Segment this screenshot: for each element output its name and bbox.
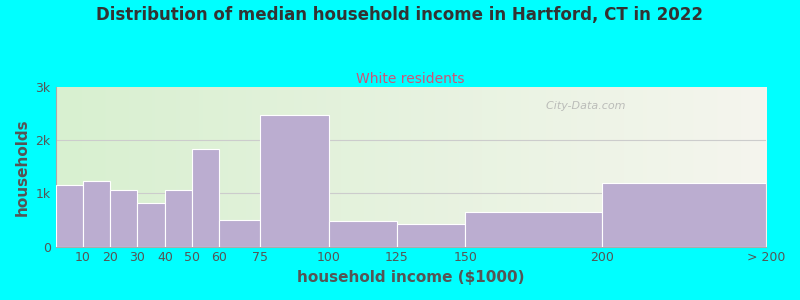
Bar — [55, 185, 83, 247]
Bar — [165, 190, 192, 247]
Text: City-Data.com: City-Data.com — [538, 101, 625, 111]
Bar — [192, 149, 219, 247]
X-axis label: household income ($1000): household income ($1000) — [297, 270, 525, 285]
Bar — [219, 220, 261, 247]
Bar — [397, 224, 466, 247]
Bar — [138, 203, 165, 247]
Title: White residents: White residents — [357, 72, 465, 86]
Bar — [329, 220, 397, 247]
Bar — [261, 115, 329, 247]
Bar — [466, 212, 602, 247]
Y-axis label: households: households — [15, 118, 30, 216]
Bar — [602, 183, 766, 247]
Bar — [110, 190, 138, 247]
Bar — [83, 181, 110, 247]
Text: Distribution of median household income in Hartford, CT in 2022: Distribution of median household income … — [97, 6, 703, 24]
